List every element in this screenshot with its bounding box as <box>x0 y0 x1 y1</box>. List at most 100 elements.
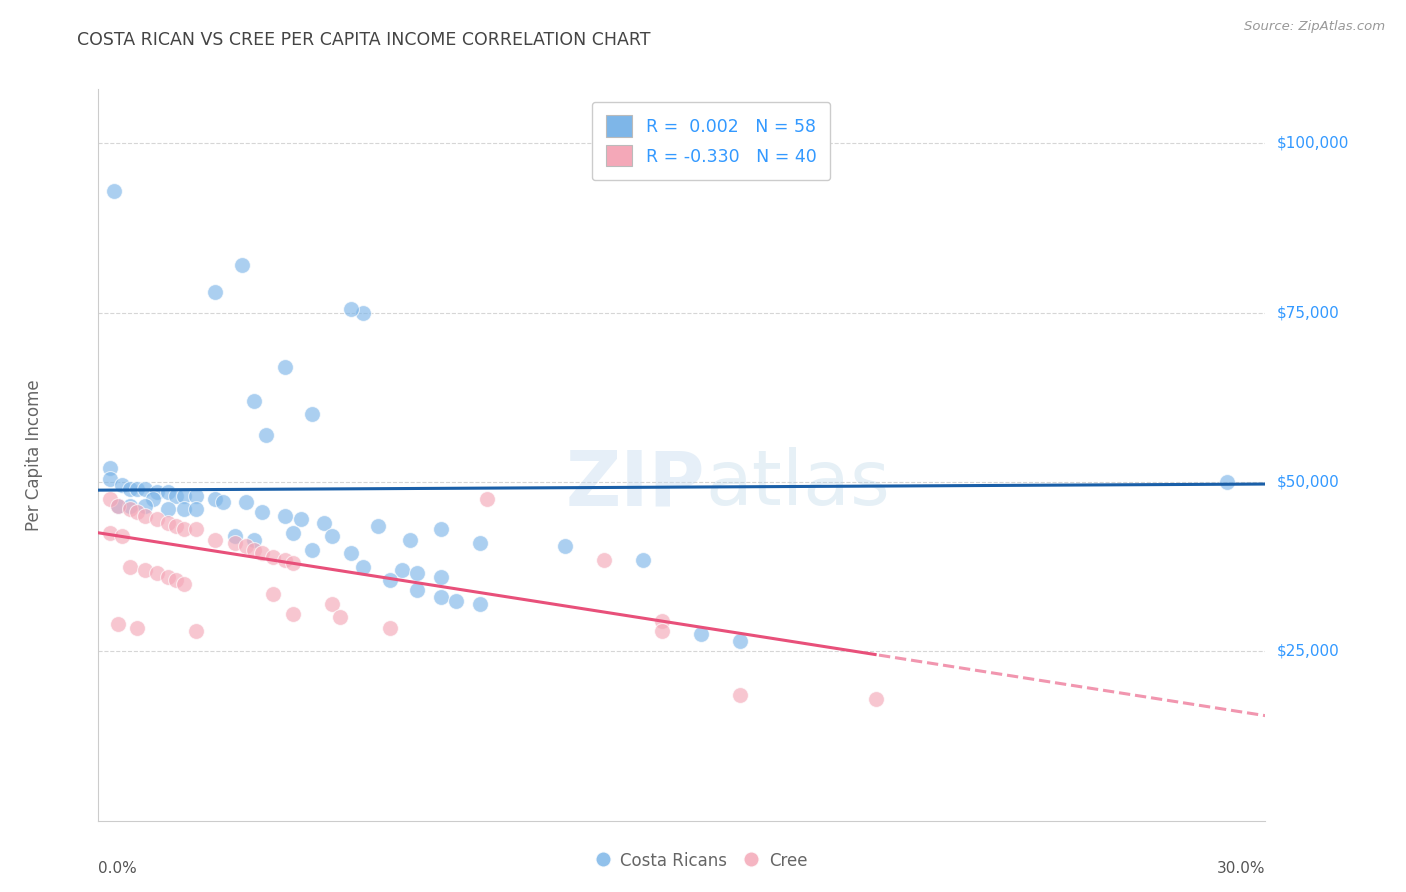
Point <box>127 506 149 520</box>
Point <box>631 553 654 567</box>
Point <box>118 499 141 513</box>
Point <box>429 590 451 604</box>
Point <box>321 529 343 543</box>
Legend: R =  0.002   N = 58, R = -0.330   N = 40: R = 0.002 N = 58, R = -0.330 N = 40 <box>592 102 831 180</box>
Point <box>250 506 273 520</box>
Point <box>173 576 195 591</box>
Point <box>352 306 374 320</box>
Point <box>134 563 156 577</box>
Point <box>146 512 169 526</box>
Point <box>274 359 297 374</box>
Point <box>103 184 125 198</box>
Point <box>98 461 121 475</box>
Point <box>146 485 169 500</box>
Point <box>593 553 616 567</box>
Point <box>554 539 576 553</box>
Point <box>173 502 195 516</box>
Point <box>235 539 257 553</box>
Point <box>127 621 149 635</box>
Point <box>352 559 374 574</box>
Point <box>281 556 304 570</box>
Point <box>165 519 187 533</box>
Point <box>281 525 304 540</box>
Point <box>134 482 156 496</box>
Point <box>243 533 266 547</box>
Point <box>651 614 673 628</box>
Point <box>690 627 713 641</box>
Point <box>446 593 468 607</box>
Point <box>301 407 323 421</box>
Point <box>157 516 180 530</box>
Point <box>111 478 134 492</box>
Point <box>204 285 226 300</box>
Point <box>173 523 195 537</box>
Point <box>157 502 180 516</box>
Point <box>107 617 129 632</box>
Point <box>157 485 180 500</box>
Point <box>111 529 134 543</box>
Point <box>224 529 246 543</box>
Text: atlas: atlas <box>706 447 890 521</box>
Point <box>651 624 673 638</box>
Point <box>477 491 499 506</box>
Point <box>235 495 257 509</box>
Point <box>865 691 887 706</box>
Point <box>204 491 226 506</box>
Point <box>98 472 121 486</box>
Text: $100,000: $100,000 <box>1277 136 1350 151</box>
Point <box>165 489 187 503</box>
Point <box>224 536 246 550</box>
Point <box>184 502 207 516</box>
Point <box>107 499 129 513</box>
Text: 30.0%: 30.0% <box>1218 861 1265 876</box>
Point <box>254 427 277 442</box>
Text: $50,000: $50,000 <box>1277 475 1340 490</box>
Point <box>173 489 195 503</box>
Text: $75,000: $75,000 <box>1277 305 1340 320</box>
Point <box>391 563 413 577</box>
Point <box>262 549 284 564</box>
Point <box>274 508 297 523</box>
Point <box>406 566 429 581</box>
Point <box>184 489 207 503</box>
Point <box>290 512 312 526</box>
Point <box>340 546 363 560</box>
Text: Source: ZipAtlas.com: Source: ZipAtlas.com <box>1244 20 1385 33</box>
Point <box>118 502 141 516</box>
Point <box>398 533 420 547</box>
Point <box>107 499 129 513</box>
Point <box>204 533 226 547</box>
Point <box>301 542 323 557</box>
Point <box>98 491 121 506</box>
Point <box>165 573 187 587</box>
Point <box>730 689 752 703</box>
Point <box>118 559 141 574</box>
Point <box>380 573 402 587</box>
Point <box>243 542 266 557</box>
Point <box>1215 475 1237 489</box>
Point <box>274 553 297 567</box>
Text: 0.0%: 0.0% <box>98 861 138 876</box>
Text: $25,000: $25,000 <box>1277 644 1340 659</box>
Point <box>281 607 304 621</box>
Point <box>321 597 343 611</box>
Text: COSTA RICAN VS CREE PER CAPITA INCOME CORRELATION CHART: COSTA RICAN VS CREE PER CAPITA INCOME CO… <box>77 31 651 49</box>
Point <box>380 621 402 635</box>
Point <box>367 519 389 533</box>
Point <box>468 536 491 550</box>
Point <box>429 570 451 584</box>
Point <box>127 482 149 496</box>
Point <box>429 523 451 537</box>
Point <box>312 516 335 530</box>
Point <box>730 634 752 648</box>
Point <box>262 587 284 601</box>
Point <box>184 523 207 537</box>
Point <box>231 258 253 272</box>
Legend: Costa Ricans, Cree: Costa Ricans, Cree <box>592 845 814 877</box>
Point <box>340 302 363 317</box>
Point <box>98 525 121 540</box>
Point <box>134 508 156 523</box>
Point <box>184 624 207 638</box>
Point <box>329 610 352 624</box>
Point <box>134 499 156 513</box>
